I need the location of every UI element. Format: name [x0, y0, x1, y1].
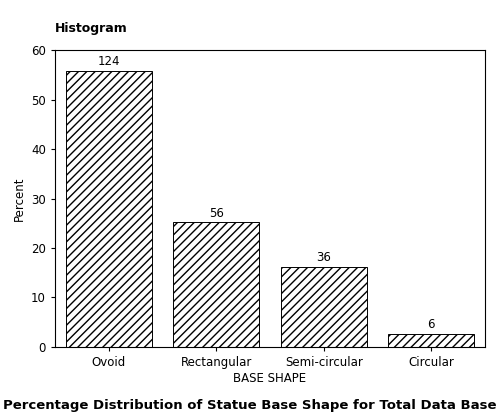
- Bar: [281, 267, 367, 347]
- Y-axis label: Percent: Percent: [12, 176, 26, 221]
- Bar: [66, 71, 152, 347]
- Text: 36: 36: [316, 251, 331, 264]
- Text: 6: 6: [428, 318, 435, 331]
- Text: 56: 56: [209, 206, 224, 220]
- X-axis label: BASE SHAPE: BASE SHAPE: [234, 372, 306, 385]
- Text: 124: 124: [98, 55, 120, 68]
- Text: Percentage Distribution of Statue Base Shape for Total Data Base: Percentage Distribution of Statue Base S…: [4, 399, 497, 412]
- Bar: [174, 222, 259, 347]
- Text: Histogram: Histogram: [55, 22, 128, 36]
- Bar: [388, 334, 474, 347]
